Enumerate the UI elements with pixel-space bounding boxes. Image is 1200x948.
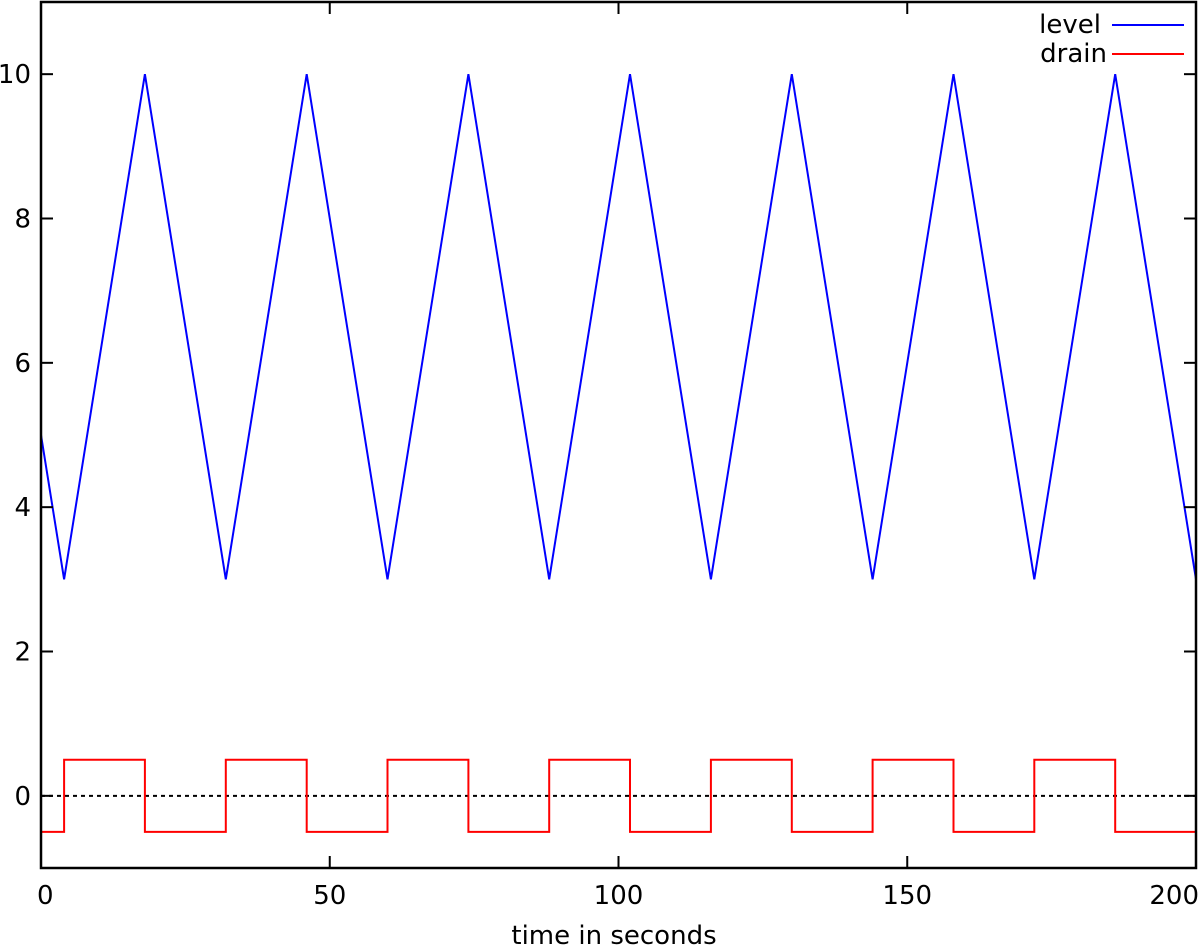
x-tick-label: 200 bbox=[1149, 881, 1199, 911]
y-tick-label: 8 bbox=[14, 205, 31, 235]
series-level bbox=[40, 74, 1197, 580]
x-axis-label: time in seconds bbox=[511, 921, 716, 948]
x-tick-label: 50 bbox=[313, 881, 346, 911]
series-layer bbox=[40, 74, 1197, 833]
legend: level drain bbox=[1039, 10, 1184, 69]
x-tick-labels: 0 50 100 150 200 bbox=[37, 881, 1199, 911]
y-tick-label: 10 bbox=[0, 60, 31, 90]
y-tick-label: 0 bbox=[14, 782, 31, 812]
y-tick-labels: 0 2 4 6 8 10 bbox=[0, 60, 31, 812]
y-tick-label: 4 bbox=[14, 493, 31, 523]
legend-label-level: level bbox=[1039, 10, 1101, 40]
axis-ticks bbox=[41, 2, 1196, 868]
series-drain bbox=[41, 758, 1196, 833]
x-tick-label: 0 bbox=[37, 881, 54, 911]
x-tick-label: 150 bbox=[882, 881, 932, 911]
legend-label-drain: drain bbox=[1040, 39, 1107, 69]
plot-frame bbox=[39, 0, 1198, 870]
x-tick-label: 100 bbox=[594, 881, 644, 911]
y-tick-label: 6 bbox=[14, 349, 31, 379]
y-tick-label: 2 bbox=[14, 638, 31, 668]
